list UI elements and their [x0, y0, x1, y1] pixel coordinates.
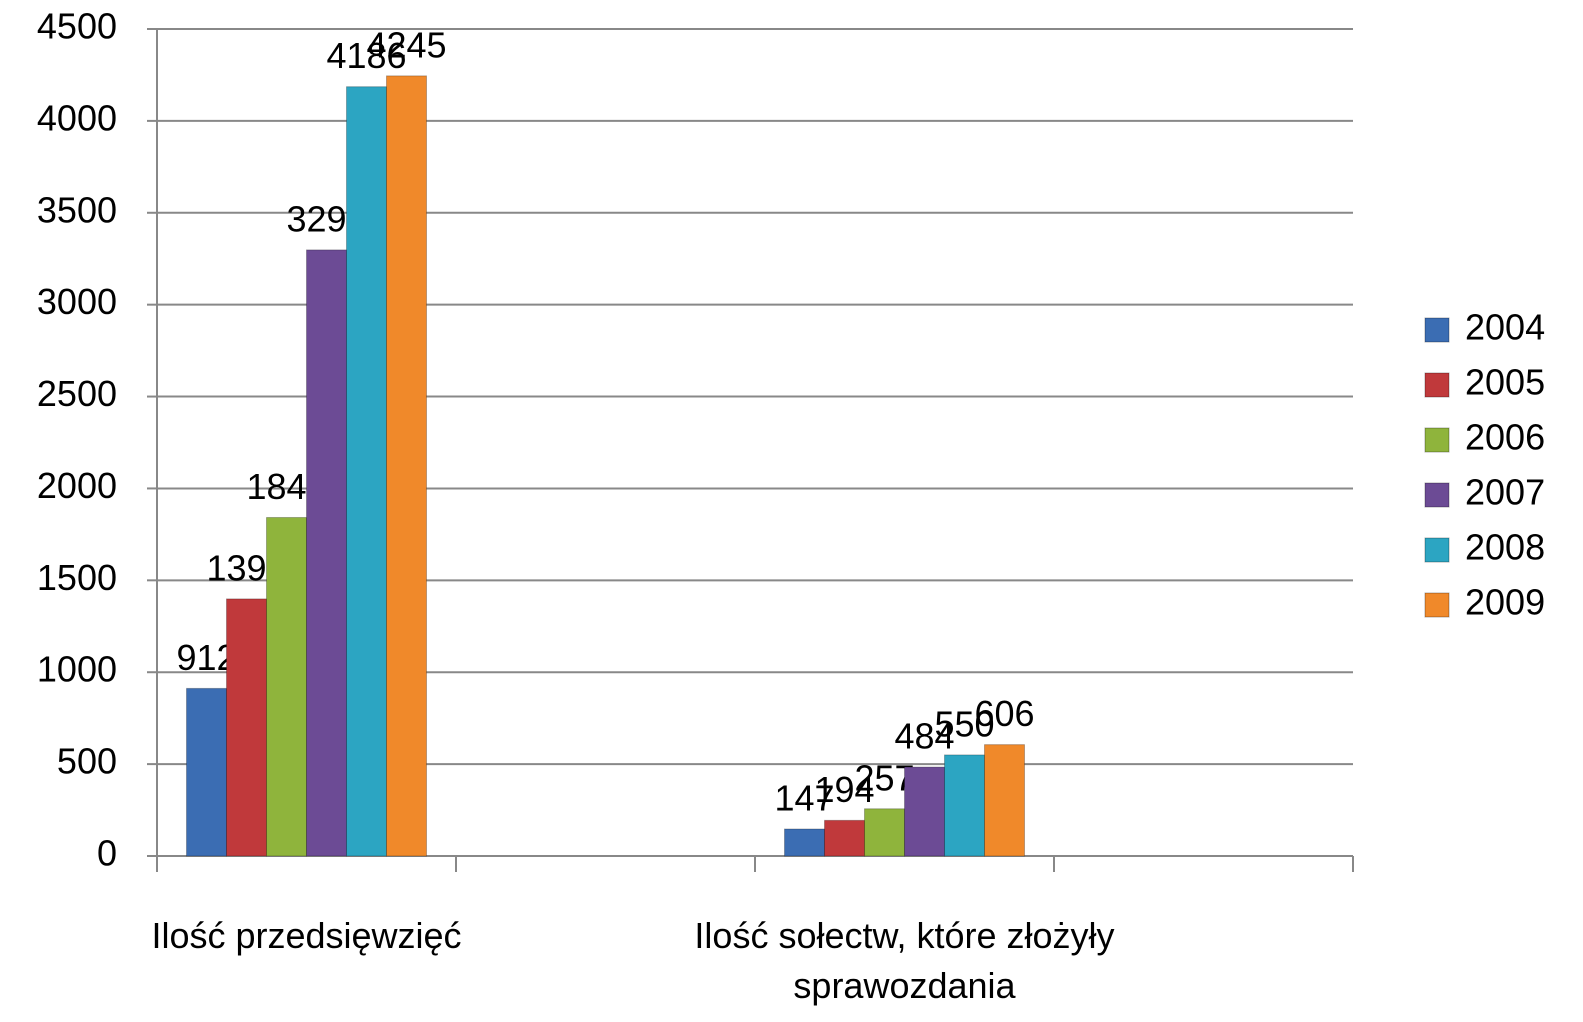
value-label: 606 — [974, 693, 1034, 734]
bar — [904, 766, 945, 857]
y-tick-label: 2500 — [37, 373, 117, 414]
value-label: 194 — [814, 769, 874, 810]
value-label: 4245 — [366, 24, 446, 65]
y-tick-label: 4000 — [37, 97, 117, 138]
legend-swatch — [1424, 592, 1450, 618]
bar — [306, 249, 347, 857]
y-tick-label: 2000 — [37, 465, 117, 506]
legend-swatch — [1424, 537, 1450, 563]
y-tick-label: 3000 — [37, 281, 117, 322]
bar — [226, 598, 267, 857]
bar — [386, 75, 427, 857]
x-tick-label: Ilość sołectw, które złożyły sprawozdani… — [694, 915, 1115, 1006]
value-label: 484 — [894, 716, 954, 757]
legend-label: 2008 — [1465, 527, 1545, 568]
y-tick-label: 0 — [97, 833, 117, 874]
y-tick-label: 3500 — [37, 189, 117, 230]
bar — [864, 808, 905, 857]
bar — [266, 516, 307, 857]
legend-swatch — [1424, 427, 1450, 453]
value-label: 550 — [934, 703, 994, 744]
bar — [784, 828, 825, 857]
value-label: 4186 — [326, 35, 406, 76]
legend-label: 2009 — [1465, 582, 1545, 623]
legend-label: 2004 — [1465, 307, 1545, 348]
legend-swatch — [1424, 317, 1450, 343]
bar — [824, 819, 865, 857]
bar — [186, 687, 227, 857]
legend-swatch — [1424, 372, 1450, 398]
y-tick-label: 4500 — [37, 6, 117, 47]
y-tick-label: 500 — [57, 741, 117, 782]
bar — [984, 744, 1025, 857]
bar — [944, 754, 985, 857]
value-label: 147 — [774, 778, 834, 819]
bar — [346, 86, 387, 857]
y-tick-label: 1000 — [37, 649, 117, 690]
x-tick-label: Ilość przedsięwzięć — [151, 915, 462, 956]
legend-swatch — [1424, 482, 1450, 508]
y-tick-label: 1500 — [37, 557, 117, 598]
legend-label: 2007 — [1465, 472, 1545, 513]
legend-label: 2006 — [1465, 417, 1545, 458]
legend-label: 2005 — [1465, 362, 1545, 403]
